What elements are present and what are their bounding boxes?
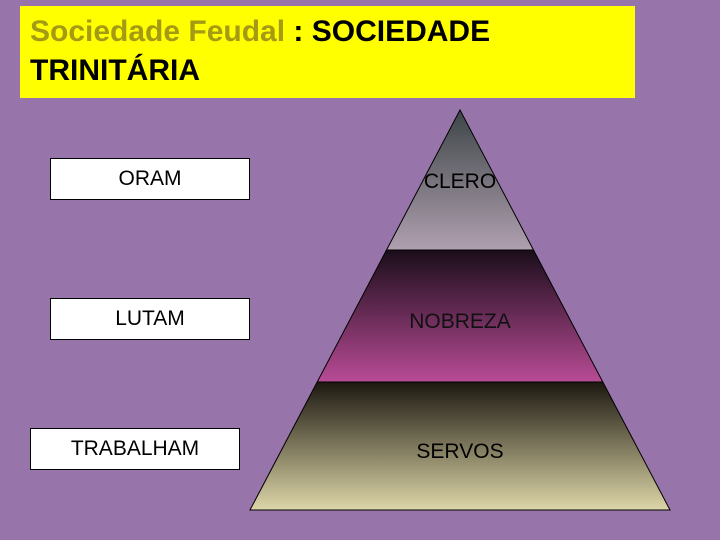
side-label-top: ORAM [50, 158, 250, 200]
tier-label-bottom: SERVOS [240, 440, 680, 464]
title-banner: Sociedade Feudal : SOCIEDADE TRINITÁRIA [20, 6, 635, 98]
title-strong-1: SOCIEDADE [312, 15, 490, 48]
pyramid: CLERO NOBREZA SERVOS [240, 100, 680, 520]
tier-label-middle: NOBREZA [240, 310, 680, 334]
side-label-middle: LUTAM [50, 298, 250, 340]
title-faded: Sociedade Feudal [30, 15, 285, 48]
side-label-bottom: TRABALHAM [30, 428, 240, 470]
title-line-1: Sociedade Feudal : SOCIEDADE [30, 12, 625, 51]
title-sep: : [285, 15, 312, 48]
title-line-2: TRINITÁRIA [30, 51, 625, 90]
tier-label-top: CLERO [240, 170, 680, 194]
